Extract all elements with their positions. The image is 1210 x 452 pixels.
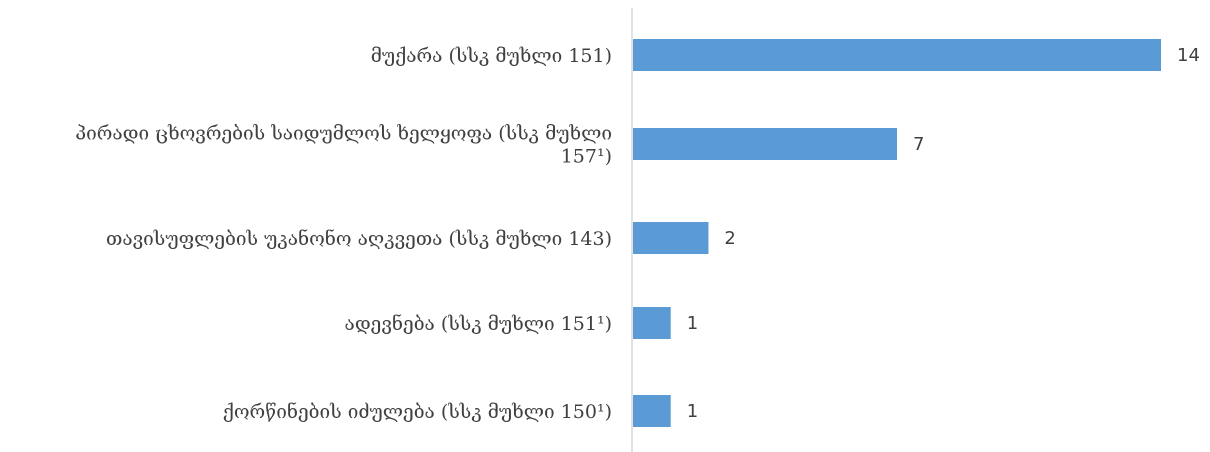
category-labels: მუქარა (სსკ მუხლი 151) პირადი ცხოვრების ს… <box>75 45 612 423</box>
bar <box>633 222 709 254</box>
data-label: 2 <box>724 228 735 249</box>
category-label: 157¹) <box>561 146 612 168</box>
bar <box>633 307 671 339</box>
category-label: პირადი ცხოვრების საიდუმლოს ხელყოფა (სსკ … <box>75 123 612 145</box>
data-label: 1 <box>687 401 698 422</box>
data-labels: 14 7 2 1 1 <box>687 45 1200 422</box>
bar <box>633 39 1161 71</box>
category-label: ქორწინების იძულება (სსკ მუხლი 150¹) <box>223 401 612 423</box>
category-label: თავისუფლების უკანონო აღკვეთა (სსკ მუხლი … <box>106 228 612 250</box>
bar <box>633 395 671 427</box>
category-label: ადევნება (სსკ მუხლი 151¹) <box>345 313 612 335</box>
data-label: 7 <box>913 134 924 155</box>
data-label: 14 <box>1177 45 1200 66</box>
bar <box>633 128 897 160</box>
bar-series <box>633 39 1161 427</box>
category-label: მუქარა (სსკ მუხლი 151) <box>371 45 612 67</box>
data-label: 1 <box>687 313 698 334</box>
